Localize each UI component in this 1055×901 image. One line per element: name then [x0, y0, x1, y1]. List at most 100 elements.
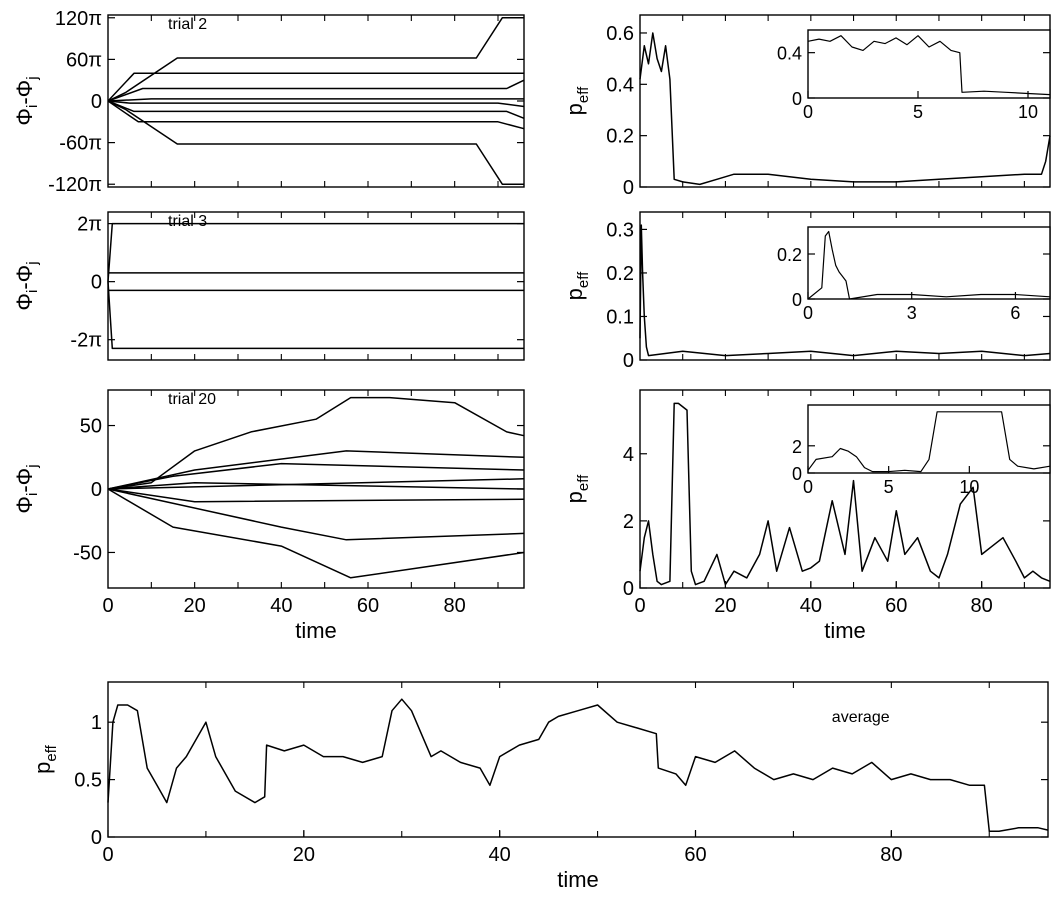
- axes-frame: [107, 14, 525, 188]
- series-line-4: [107, 100, 525, 108]
- x-tick-label: 60: [357, 595, 379, 617]
- x-tick-label: 0: [803, 102, 813, 122]
- y-tick-label: 2π: [77, 214, 102, 236]
- series-line-0: [807, 411, 1051, 473]
- panel-trial2-peff: 0 0.2 0.4 0.6 peff: [562, 14, 1051, 199]
- panel-annotation: trial 2: [168, 16, 207, 33]
- panel-trial20-phase: 50 0 -50 trial 20 Φi-Φj 0 20 40 60 80 time: [12, 389, 525, 643]
- x-tick-label: 0: [803, 477, 813, 497]
- series-line-0: [107, 698, 1049, 833]
- y-tick-label: 50: [80, 416, 102, 438]
- series-line-3: [107, 98, 524, 102]
- x-tick-label: 10: [1018, 102, 1038, 122]
- x-tick-label: 20: [714, 595, 736, 617]
- y-tick-label: 120π: [55, 8, 102, 30]
- series-line-0: [639, 32, 1051, 186]
- series-line-2: [107, 79, 525, 102]
- x-axis-label: time: [824, 618, 866, 643]
- x-tick-label: 80: [880, 844, 902, 866]
- y-axis-label: peff: [30, 744, 60, 773]
- axes-frame: [807, 404, 1051, 474]
- y-tick-label: -2π: [70, 330, 102, 352]
- x-tick-label: 0: [102, 595, 113, 617]
- y-tick-label: 0.2: [777, 245, 802, 265]
- axes-frame: [807, 29, 1051, 99]
- y-tick-label: 0: [623, 350, 634, 372]
- x-tick-label: 6: [1010, 303, 1020, 323]
- y-tick-label: 1: [91, 712, 102, 734]
- panel-trial3-peff: 0 0.1 0.2 0.3 peff: [562, 211, 1051, 372]
- inset-trial2-peff: 0 0.4 0 5 10: [777, 29, 1051, 122]
- series-line-0: [107, 17, 524, 102]
- y-tick-label: 0: [792, 89, 802, 109]
- series-line-3: [107, 478, 525, 490]
- y-tick-label: 2: [623, 511, 634, 533]
- series-line-3: [107, 281, 524, 350]
- y-tick-label: 0: [91, 479, 102, 501]
- series-line-6: [107, 488, 525, 541]
- axes-frame: [639, 14, 1051, 188]
- inset-background: [808, 227, 1050, 299]
- y-tick-label: 0.4: [777, 44, 802, 64]
- y-tick-label: 2: [792, 437, 802, 457]
- inset-trial20-peff: 020 5 10: [792, 404, 1051, 497]
- y-tick-label: 60π: [66, 49, 102, 71]
- panel-trial3-phase: 2π 0 -2π trial 3 Φi-Φj: [12, 211, 525, 361]
- y-axis-label: peff: [562, 271, 592, 300]
- y-tick-label: 4: [623, 444, 634, 466]
- panel-average-peff: 0 0.5 1 0 20 40 60 80 average peff time: [30, 681, 1049, 892]
- panel-annotation: trial 20: [168, 391, 216, 408]
- y-axis-label: Φi-Φj: [12, 76, 41, 125]
- series-line-1: [107, 450, 525, 490]
- y-axis-label: Φi-Φj: [12, 464, 41, 513]
- x-tick-label: 5: [884, 477, 894, 497]
- y-tick-label: -60π: [59, 133, 102, 155]
- x-tick-label: 5: [913, 102, 923, 122]
- x-tick-label: 60: [885, 595, 907, 617]
- axes-frame: [807, 226, 1051, 300]
- series-line-5: [107, 100, 525, 119]
- x-tick-label: 0: [634, 595, 645, 617]
- series-line-7: [107, 488, 525, 579]
- series-line-0: [639, 224, 1051, 357]
- series-line-0: [807, 230, 1051, 300]
- series-line-4: [107, 481, 525, 490]
- x-tick-label: 10: [959, 477, 979, 497]
- y-tick-label: -120π: [48, 174, 102, 196]
- x-tick-label: 80: [971, 595, 993, 617]
- x-tick-label: 60: [684, 844, 706, 866]
- series-line-1: [107, 72, 524, 102]
- y-tick-label: 0: [792, 464, 802, 484]
- series-line-0: [107, 396, 525, 490]
- x-tick-label: 0: [803, 303, 813, 323]
- series-line-5: [107, 488, 525, 503]
- x-tick-label: 20: [184, 595, 206, 617]
- y-tick-label: 0: [623, 177, 634, 199]
- axes-frame: [639, 389, 1051, 589]
- x-tick-label: 80: [444, 595, 466, 617]
- x-tick-label: 0: [102, 844, 113, 866]
- panel-annotation: average: [832, 709, 890, 726]
- y-tick-label: 0: [91, 272, 102, 294]
- y-tick-label: 0: [91, 827, 102, 849]
- series-line-2: [107, 462, 525, 490]
- y-tick-label: 0.3: [606, 219, 634, 241]
- x-axis-label: time: [295, 618, 337, 643]
- y-axis-label: peff: [562, 474, 592, 503]
- x-tick-label: 40: [270, 595, 292, 617]
- series-line-0: [639, 402, 1051, 586]
- series-line-0: [807, 35, 1051, 96]
- x-tick-label: 20: [293, 844, 315, 866]
- series-line-7: [107, 100, 524, 185]
- y-tick-label: 0.2: [606, 126, 634, 148]
- y-tick-label: 0: [91, 91, 102, 113]
- axes-frame: [107, 681, 1049, 838]
- y-tick-label: 0.2: [606, 263, 634, 285]
- y-tick-label: 0.4: [606, 74, 634, 96]
- y-tick-label: -50: [73, 542, 102, 564]
- x-tick-label: 40: [800, 595, 822, 617]
- y-tick-label: 0.5: [74, 770, 102, 792]
- y-tick-label: 0: [792, 290, 802, 310]
- x-axis-label: time: [557, 867, 599, 892]
